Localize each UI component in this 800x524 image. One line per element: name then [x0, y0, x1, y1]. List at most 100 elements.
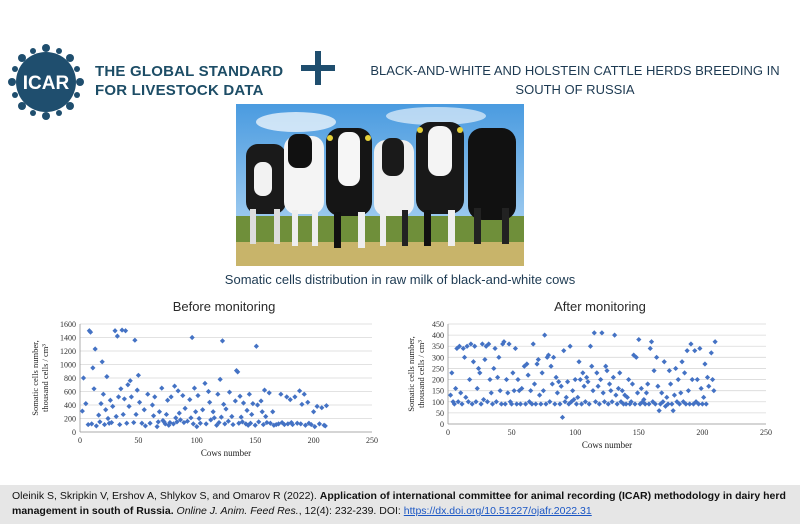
data-point	[459, 401, 465, 407]
data-point	[612, 332, 618, 338]
data-point	[517, 401, 524, 407]
data-point	[698, 385, 704, 392]
data-point	[699, 401, 705, 407]
data-point	[83, 401, 89, 407]
data-point	[711, 388, 717, 394]
data-point	[514, 401, 520, 407]
data-point	[675, 376, 681, 383]
data-point	[298, 421, 304, 427]
scatter-chart-after: 0 50 100 150 200 250 300 350 400 450 0 50 100 150 200 2…	[406, 320, 772, 450]
data-point	[101, 421, 108, 428]
data-point	[207, 399, 213, 405]
data-point	[163, 411, 170, 418]
citation-footer: Oleinik S, Skripkin V, Ershov A, Shlykov…	[0, 485, 800, 524]
data-point	[453, 385, 459, 392]
data-point	[299, 401, 305, 407]
data-point	[643, 390, 650, 396]
data-point	[510, 370, 516, 376]
data-point	[600, 390, 606, 396]
logo-text: ICAR	[23, 73, 70, 94]
data-point	[511, 388, 517, 394]
data-point	[596, 401, 602, 407]
data-point	[661, 359, 667, 365]
y-tick-label: 1600	[60, 320, 76, 329]
x-tick-label: 250	[760, 428, 772, 437]
data-point	[305, 399, 311, 405]
data-point	[626, 376, 632, 383]
data-point	[131, 419, 137, 426]
data-point	[175, 388, 181, 394]
data-point	[564, 379, 571, 385]
data-point	[149, 402, 156, 408]
data-point	[270, 409, 276, 415]
data-point	[665, 401, 671, 407]
data-point	[147, 420, 153, 426]
data-point	[311, 409, 317, 415]
data-point	[155, 419, 161, 425]
data-point	[566, 401, 572, 407]
data-point	[142, 423, 149, 429]
tagline-line-2: FOR LIVESTOCK DATA	[95, 82, 264, 99]
doi-link[interactable]: https://dx.doi.org/10.51227/ojafr.2022.3…	[403, 505, 592, 517]
data-point	[674, 399, 680, 405]
data-point	[165, 397, 171, 403]
data-point	[254, 402, 261, 408]
data-point	[683, 401, 689, 407]
data-point	[502, 401, 508, 407]
y-tick-label: 400	[432, 331, 444, 340]
data-point	[646, 401, 652, 407]
data-point	[642, 401, 648, 407]
data-point	[613, 392, 619, 398]
data-point	[258, 398, 264, 404]
data-point	[451, 401, 457, 407]
data-point	[503, 376, 510, 383]
data-point	[552, 401, 558, 407]
y-axis-label: thousand cells / cm³	[40, 344, 50, 412]
data-point	[205, 388, 212, 395]
data-point	[261, 387, 268, 393]
data-point	[704, 374, 711, 380]
data-point	[221, 401, 227, 407]
data-point	[515, 376, 521, 383]
data-point	[540, 388, 546, 394]
y-axis-label: thousand cells / cm³	[416, 340, 426, 408]
data-point	[237, 393, 243, 399]
data-point	[264, 419, 270, 426]
data-point	[191, 385, 198, 391]
data-point	[703, 401, 709, 407]
data-point	[670, 408, 676, 414]
data-point	[506, 341, 512, 347]
data-point	[195, 392, 201, 399]
data-point	[284, 394, 290, 400]
data-point	[505, 390, 511, 396]
citation-title: Application of international committee f…	[12, 490, 786, 517]
data-point	[656, 408, 662, 414]
data-point	[218, 414, 224, 420]
data-point	[180, 392, 186, 399]
data-point	[96, 412, 102, 418]
data-point	[548, 363, 554, 369]
data-point	[496, 354, 502, 360]
data-point	[479, 341, 485, 347]
data-point	[604, 368, 610, 374]
data-point	[91, 386, 97, 392]
data-point	[709, 376, 716, 383]
data-point	[636, 336, 642, 343]
data-point	[468, 341, 474, 347]
y-tick-label: 50	[436, 409, 444, 418]
data-point	[522, 401, 529, 407]
data-point	[662, 403, 669, 409]
page-title: BLACK-AND-WHITE AND HOLSTEIN CATTLE HERD…	[355, 61, 795, 99]
y-tick-label: 1000	[60, 361, 76, 370]
data-point	[536, 392, 543, 398]
x-tick-label: 200	[308, 436, 320, 445]
data-point	[609, 399, 615, 405]
data-point	[697, 345, 703, 352]
data-point	[623, 401, 629, 407]
data-point	[458, 390, 464, 396]
data-point	[655, 383, 661, 389]
data-point	[100, 391, 106, 397]
data-point	[200, 407, 206, 413]
data-point	[97, 419, 103, 425]
data-point	[708, 350, 714, 356]
